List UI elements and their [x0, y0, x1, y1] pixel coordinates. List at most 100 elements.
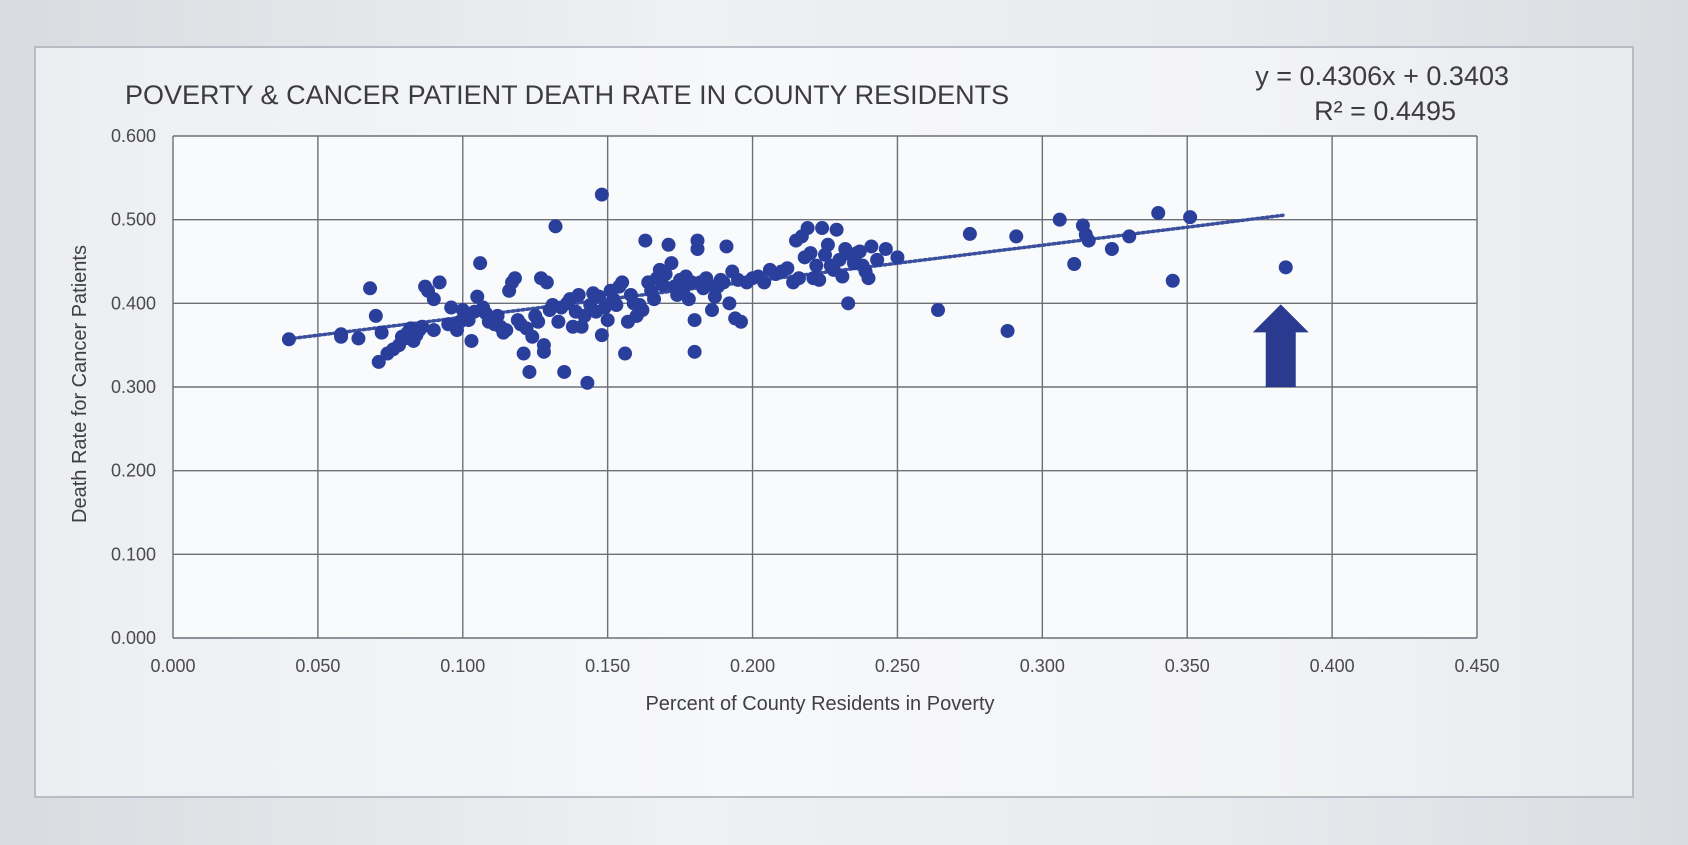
data-point [597, 300, 612, 315]
data-point [962, 226, 977, 241]
data-point [800, 221, 815, 236]
data-point [1104, 241, 1119, 256]
data-point [1000, 323, 1015, 338]
up-arrow-icon [1252, 304, 1309, 387]
data-point [600, 313, 615, 328]
data-point [470, 289, 485, 304]
x-tick-label: 0.400 [1310, 656, 1355, 676]
data-point [809, 258, 824, 273]
chart-title: POVERTY & CANCER PATIENT DEATH RATE IN C… [125, 80, 1009, 110]
data-point [820, 237, 835, 252]
chart-frame: POVERTY & CANCER PATIENT DEATH RATE IN C… [34, 46, 1634, 798]
data-point [1009, 229, 1024, 244]
data-point [719, 239, 734, 254]
x-tick-label: 0.100 [440, 656, 485, 676]
data-point [681, 292, 696, 307]
data-point [733, 314, 748, 329]
data-point [1183, 210, 1198, 225]
data-point [432, 275, 447, 290]
x-tick-label: 0.150 [585, 656, 630, 676]
y-tick-label: 0.500 [111, 210, 156, 230]
data-point [852, 244, 867, 259]
data-point [351, 331, 366, 346]
data-point [499, 323, 514, 338]
data-point [661, 237, 676, 252]
y-tick-label: 0.100 [111, 544, 156, 564]
data-point [638, 233, 653, 248]
data-point [861, 271, 876, 286]
data-point [609, 298, 624, 313]
data-point [426, 323, 441, 338]
data-point [890, 250, 905, 265]
x-tick-label: 0.300 [1020, 656, 1065, 676]
data-point [658, 267, 673, 282]
data-point [580, 375, 595, 390]
data-point [522, 364, 537, 379]
x-tick-label: 0.200 [730, 656, 775, 676]
data-point [635, 303, 650, 318]
data-point [577, 308, 592, 323]
y-tick-label: 0.200 [111, 461, 156, 481]
data-point [591, 289, 606, 304]
data-point [371, 354, 386, 369]
y-tick-label: 0.600 [111, 126, 156, 146]
data-point [870, 252, 885, 267]
data-point [1151, 205, 1166, 220]
axis-ticks: 0.000 0.050 0.100 0.150 0.200 0.250 0.300 0.350… [111, 126, 1500, 676]
annotation-layer [1252, 304, 1309, 387]
data-point [655, 277, 670, 292]
y-tick-label: 0.400 [111, 293, 156, 313]
data-point [757, 275, 772, 290]
data-point [444, 300, 459, 315]
data-point [516, 346, 531, 361]
data-point [571, 287, 586, 302]
data-point [374, 325, 389, 340]
data-point [687, 313, 702, 328]
data-point [415, 319, 430, 334]
data-point [687, 344, 702, 359]
data-point [864, 239, 879, 254]
data-point [551, 314, 566, 329]
x-axis-label: Percent of County Residents in Poverty [645, 693, 994, 715]
data-point [690, 233, 705, 248]
x-tick-label: 0.000 [150, 656, 195, 676]
data-point [615, 275, 630, 290]
data-point [525, 329, 540, 344]
data-points [281, 187, 1293, 390]
data-point [815, 221, 830, 236]
data-point [539, 275, 554, 290]
data-point [803, 246, 818, 261]
data-point [1052, 212, 1067, 227]
y-tick-label: 0.000 [111, 628, 156, 648]
data-point [548, 219, 563, 234]
data-point [829, 222, 844, 237]
gridlines [172, 135, 1478, 639]
data-point [878, 241, 893, 256]
data-point [1081, 233, 1096, 248]
x-tick-label: 0.250 [875, 656, 920, 676]
data-point [832, 252, 847, 267]
data-point [722, 296, 737, 311]
y-axis-label: Death Rate for Cancer Patients [69, 245, 91, 523]
data-point [594, 328, 609, 343]
data-point [664, 256, 679, 271]
y-tick-label: 0.300 [111, 377, 156, 397]
r-squared-value: R² = 0.4495 [1314, 96, 1456, 126]
data-point [647, 292, 662, 307]
data-point [1067, 257, 1082, 272]
data-point [780, 261, 795, 276]
data-point [334, 327, 349, 342]
data-point [618, 346, 633, 361]
data-point [841, 296, 856, 311]
data-point [704, 303, 719, 318]
data-point [531, 314, 546, 329]
x-tick-label: 0.050 [295, 656, 340, 676]
data-point [507, 271, 522, 286]
data-point [281, 332, 296, 347]
trendline-equation: y = 0.4306x + 0.3403 [1255, 61, 1509, 91]
data-point [473, 256, 488, 271]
x-tick-label: 0.450 [1454, 656, 1499, 676]
data-point [812, 272, 827, 287]
data-point [594, 187, 609, 202]
data-point [931, 303, 946, 318]
